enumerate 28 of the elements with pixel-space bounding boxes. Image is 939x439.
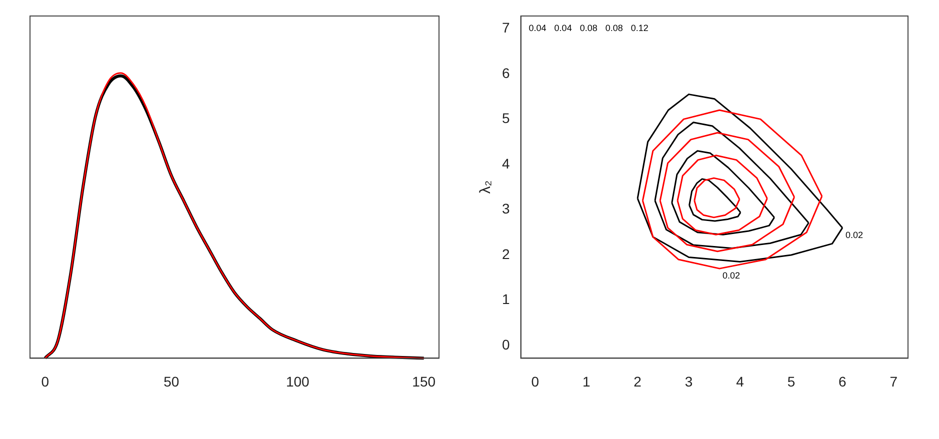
x-tick-label: 0 bbox=[531, 373, 540, 390]
annotation: 0.02 bbox=[845, 230, 863, 240]
y-tick-label: 5 bbox=[502, 110, 510, 126]
annotation: 0.12 bbox=[630, 22, 648, 33]
y-tick-label: 2 bbox=[502, 246, 510, 262]
x-tick-label: 6 bbox=[838, 373, 847, 390]
x-tick-label: 1 bbox=[582, 373, 590, 390]
y-tick-label: 7 bbox=[502, 20, 510, 36]
annotation: 0.04 bbox=[528, 22, 546, 33]
annotation: 0.04 bbox=[554, 22, 572, 33]
y-tick-label: 4 bbox=[502, 155, 510, 172]
x-tick-label: 5 bbox=[787, 373, 796, 390]
y-axis-title: λ₂ bbox=[477, 180, 494, 194]
x-tick-label: 3 bbox=[684, 373, 693, 390]
y-tick-label: 0 bbox=[502, 336, 510, 352]
y-tick-label: 6 bbox=[502, 64, 510, 81]
x-tick-label: 2 bbox=[634, 373, 642, 390]
x-tick-label: 100 bbox=[286, 373, 310, 390]
y-tick-label: 1 bbox=[502, 291, 510, 308]
x-tick-label: 7 bbox=[890, 373, 898, 390]
x-tick-label: 50 bbox=[164, 373, 180, 390]
x-tick-label: 0 bbox=[41, 373, 50, 390]
x-tick-label: 4 bbox=[736, 373, 744, 390]
annotation: 0.08 bbox=[605, 22, 623, 33]
y-tick-label: 3 bbox=[502, 200, 510, 217]
annotation: 0.08 bbox=[580, 22, 598, 33]
annotation: 0.02 bbox=[722, 270, 740, 281]
x-tick-label: 150 bbox=[412, 373, 436, 390]
